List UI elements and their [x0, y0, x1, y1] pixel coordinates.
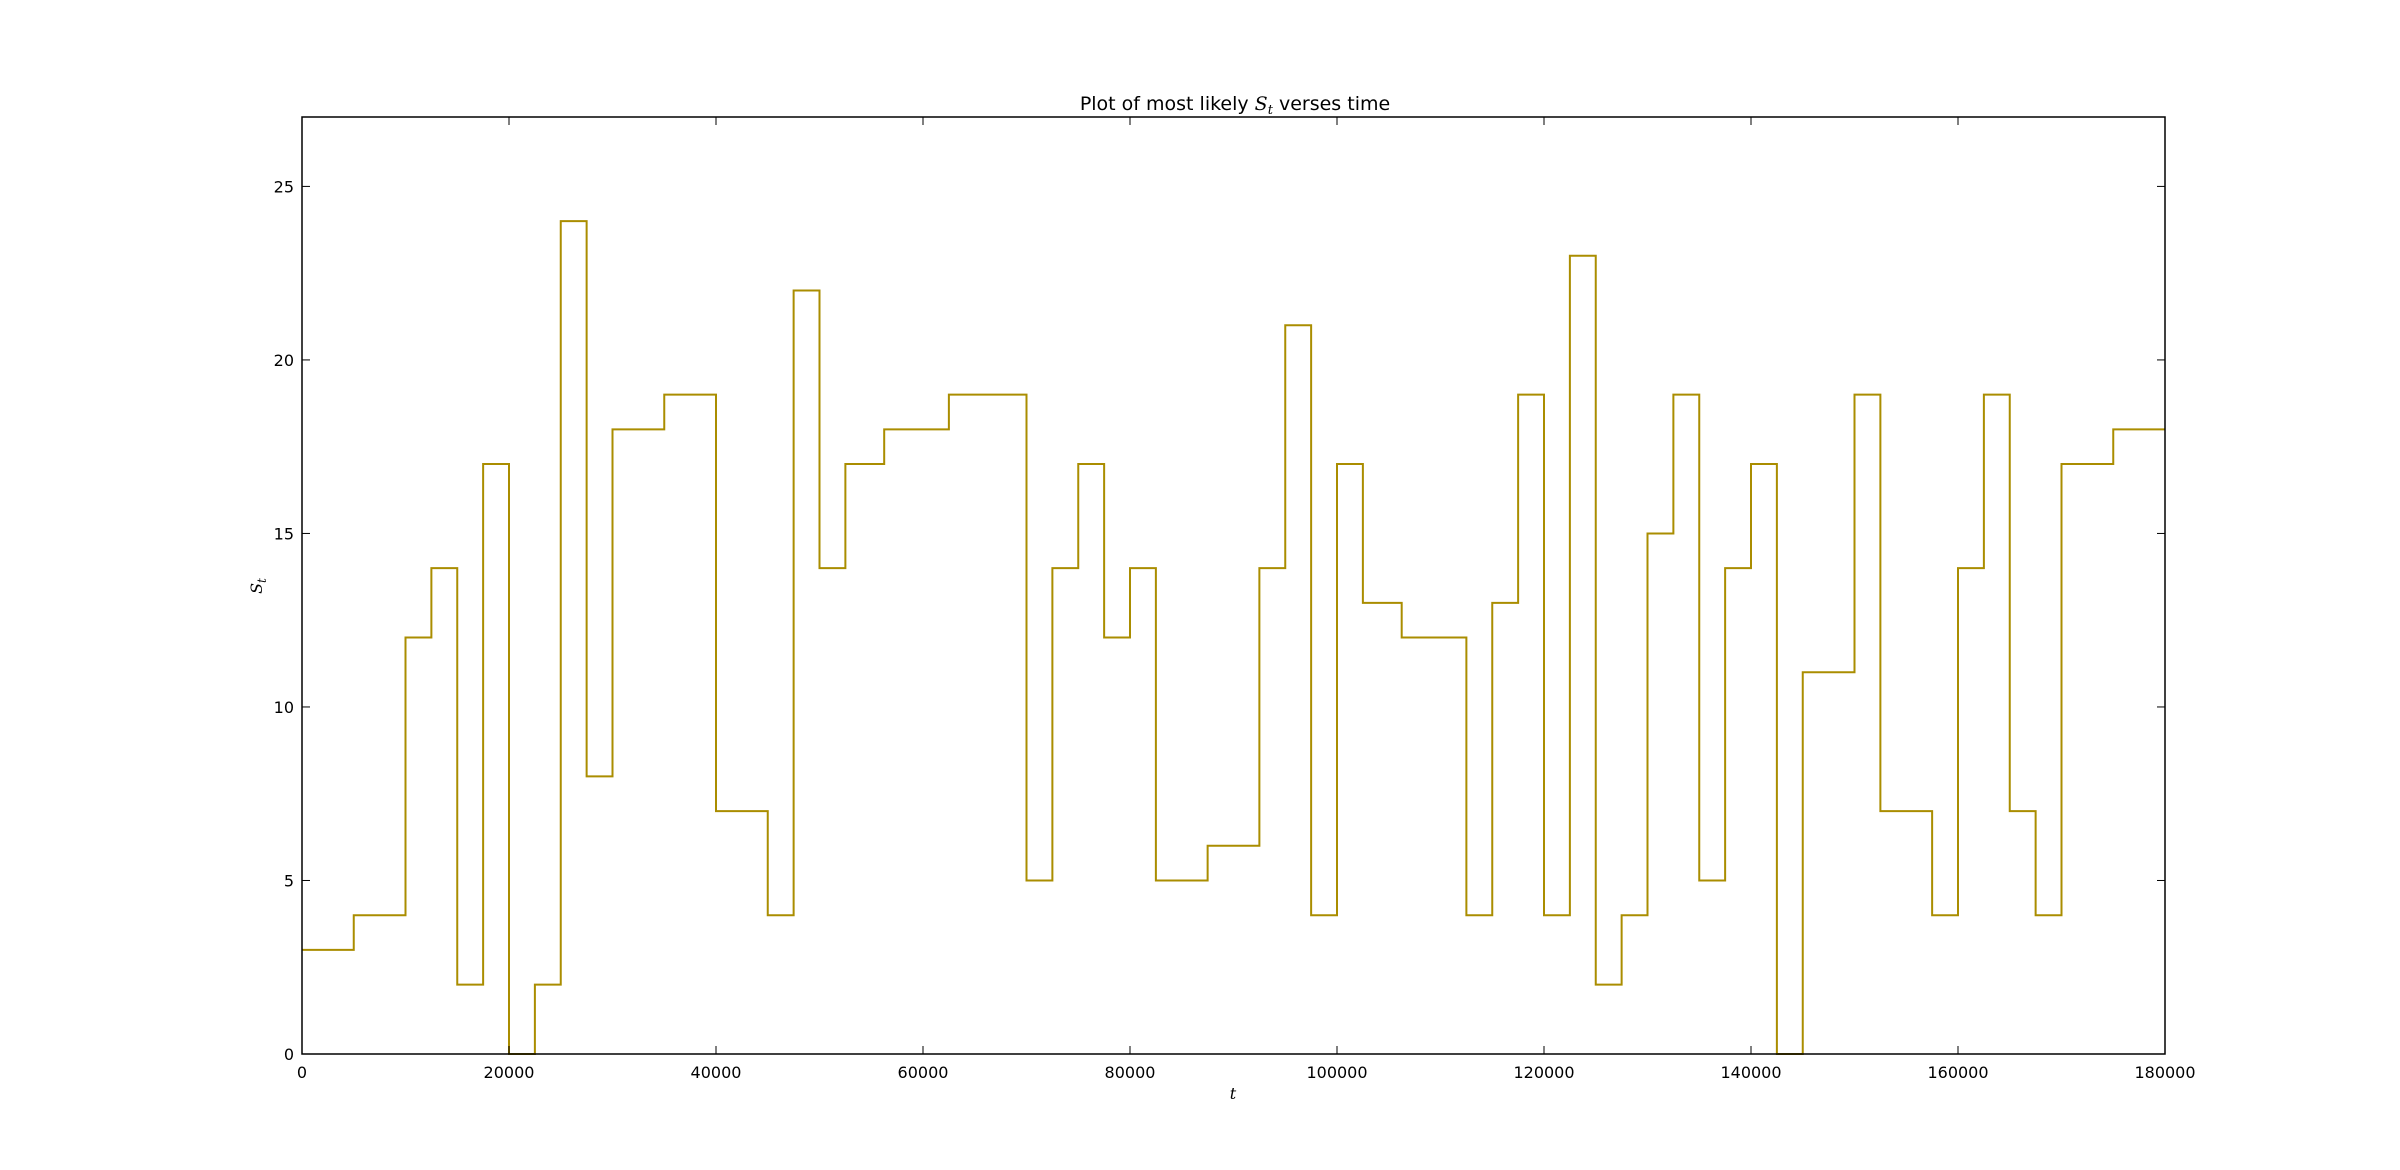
- y-tick-label-5: 25: [274, 177, 294, 196]
- x-tick-label-1: 20000: [484, 1063, 535, 1082]
- x-tick-label-3: 60000: [898, 1063, 949, 1082]
- x-tick-label-0: 0: [297, 1063, 307, 1082]
- y-tick-label-3: 15: [274, 524, 294, 543]
- x-tick-label-2: 40000: [691, 1063, 742, 1082]
- x-axis-label: t: [1230, 1084, 1237, 1103]
- y-tick-label-0: 0: [284, 1045, 294, 1064]
- x-tick-label-6: 120000: [1513, 1063, 1574, 1082]
- axis-ticks: 0 20000 40000 60000 80000 100000 120000 140000 1…: [274, 117, 2196, 1082]
- y-tick-label-2: 10: [274, 698, 294, 717]
- x-tick-label-7: 140000: [1720, 1063, 1781, 1082]
- series-layer: [302, 220, 2165, 1055]
- y-tick-label-4: 20: [274, 351, 294, 370]
- y-tick-label-1: 5: [284, 871, 294, 890]
- y-axis-label: St: [247, 578, 269, 594]
- series-line-0: [302, 220, 2165, 1055]
- x-tick-label-4: 80000: [1105, 1063, 1156, 1082]
- x-tick-label-8: 160000: [1927, 1063, 1988, 1082]
- x-tick-label-5: 100000: [1306, 1063, 1367, 1082]
- x-tick-label-9: 180000: [2134, 1063, 2195, 1082]
- axes-frame: [301, 116, 2166, 1055]
- chart-title: Plot of most likely St verses time: [1080, 93, 1390, 118]
